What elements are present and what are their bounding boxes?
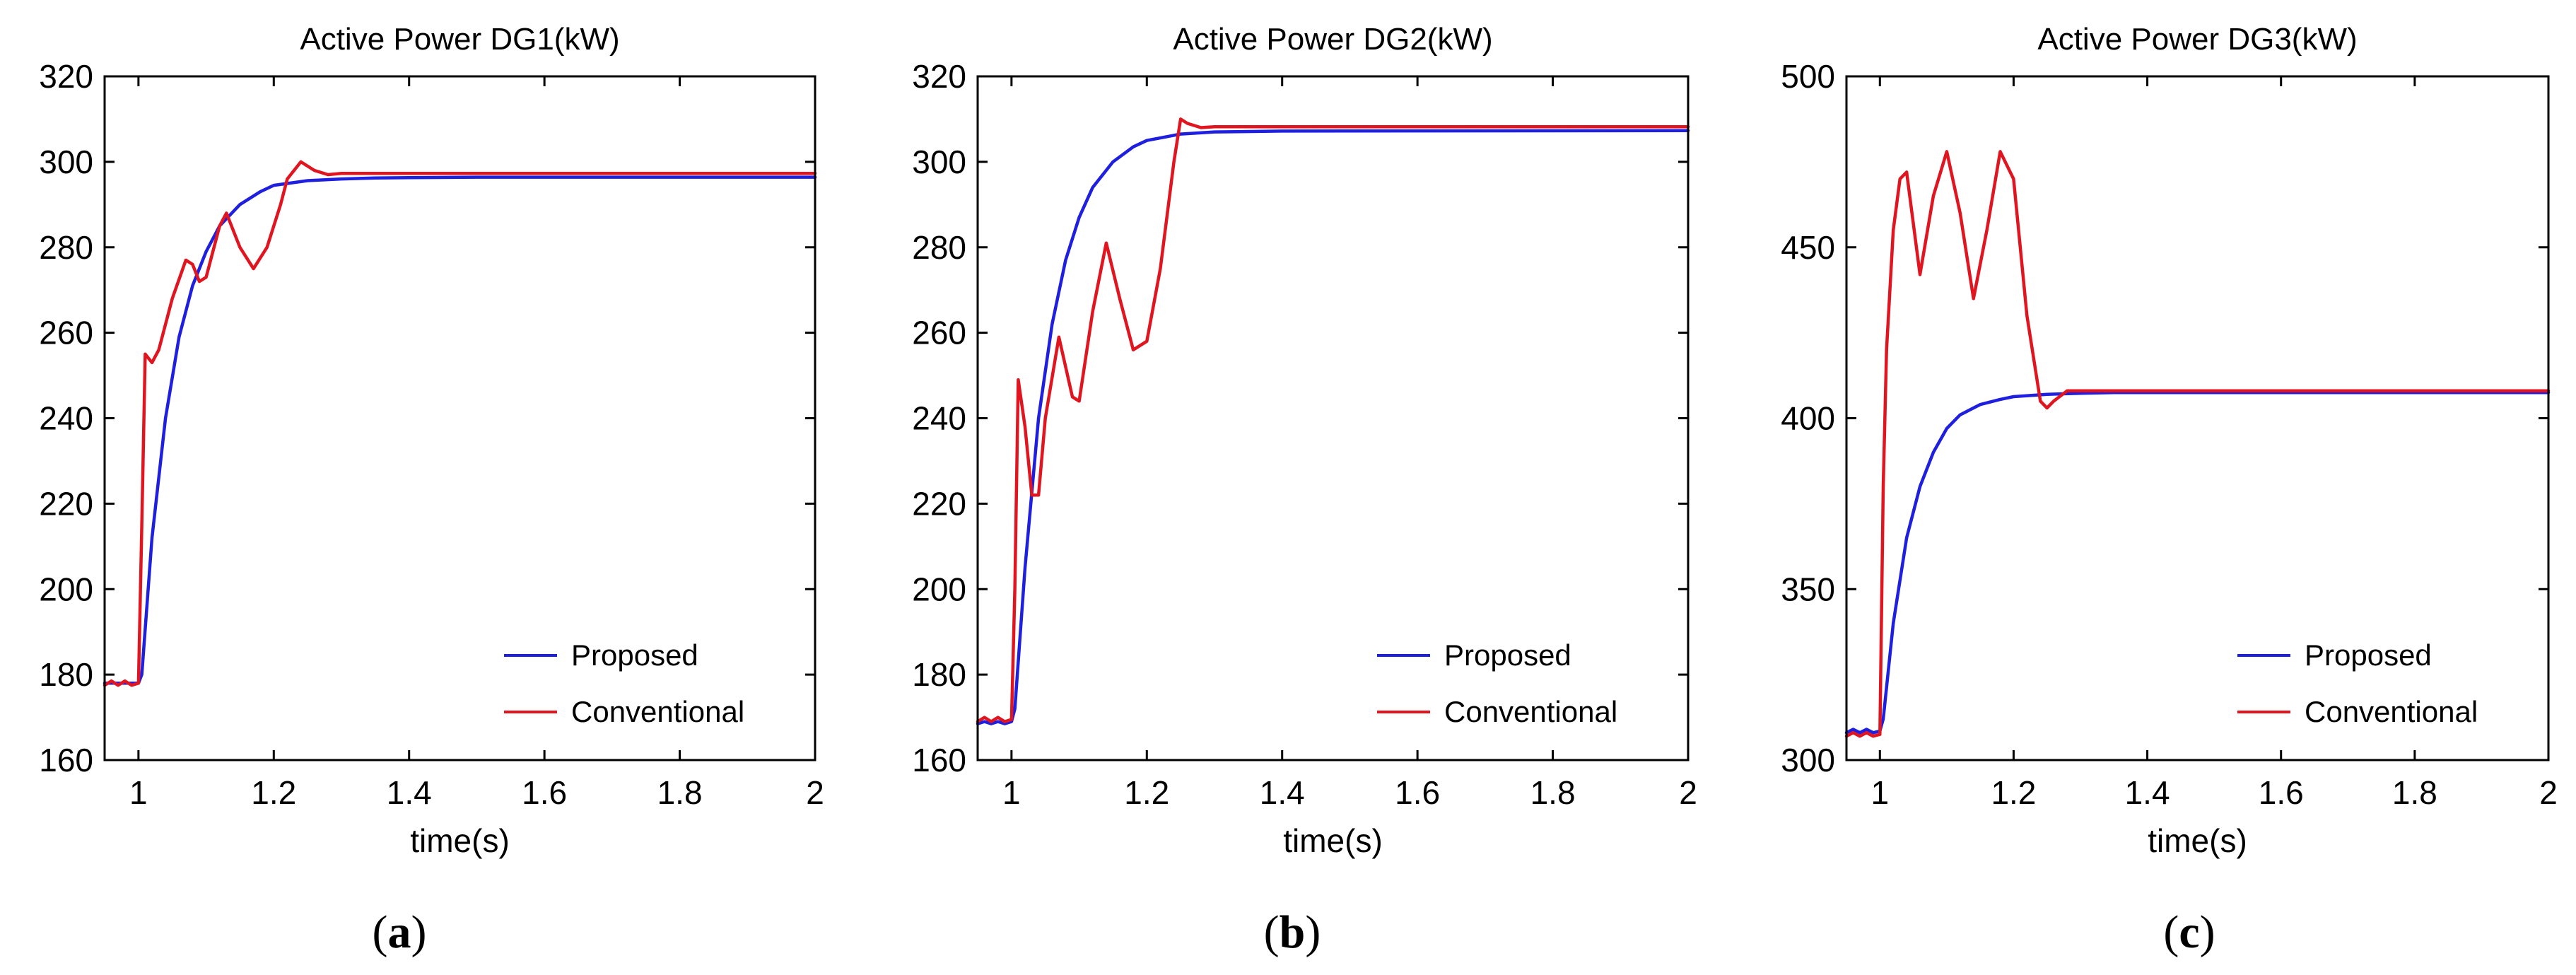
y-tick-label: 180 [39,656,93,693]
x-tick-label: 1 [1870,774,1889,811]
legend-label-conventional: Conventional [2305,695,2478,728]
chart-title: Active Power DG1(kW) [300,22,619,57]
series-line-proposed [976,129,1690,725]
chart-panel-1: Active Power DG1(kW) 1 1.2 1.4 1.6 1.8 2 160 180… [39,22,824,958]
x-tick-label: 1.4 [2125,774,2170,811]
x-axis-label: time(s) [2148,822,2247,859]
subfigure-label-open: ( [373,906,388,958]
legend-label-proposed: Proposed [2305,638,2432,672]
series-lines [1844,150,2551,738]
chart-title: Active Power DG3(kW) [2037,22,2357,57]
y-tick-label: 240 [39,400,93,437]
x-tick-label: 1.6 [522,774,567,811]
subfigure-label-open: ( [1264,906,1280,958]
x-tick-label: 1.4 [387,774,432,811]
subfigure-label: (c) [2163,906,2215,958]
y-tick-label: 280 [39,229,93,266]
y-tick-label: 180 [912,656,966,693]
y-tick-label: 260 [39,315,93,351]
chart-panel-3: Active Power DG3(kW) 1 1.2 1.4 1.6 1.8 2 300 350… [1781,22,2558,958]
x-tick-label: 1 [129,774,148,811]
x-tick-label: 1.8 [1530,774,1576,811]
legend-label-conventional: Conventional [571,695,744,728]
y-tick-label: 200 [912,571,966,607]
legend-label-conventional: Conventional [1444,695,1617,728]
x-axis-label: time(s) [1283,822,1383,859]
x-tick-label: 2 [2539,774,2558,811]
series-line-conventional [1844,150,2551,738]
y-tick-label: 500 [1781,58,1835,95]
y-tick-label: 220 [39,485,93,522]
y-tick-label: 320 [39,58,93,95]
chart-title: Active Power DG2(kW) [1173,22,1492,57]
y-tick-label: 350 [1781,571,1835,607]
y-tick-label: 220 [912,485,966,522]
y-tick-label: 280 [912,229,966,266]
subfigure-label-letter: c [2179,906,2199,958]
subfigure-label: (a) [373,906,427,958]
subfigure-label-open: ( [2163,906,2179,958]
y-tick-label: 320 [912,58,966,95]
y-tick-label: 260 [912,315,966,351]
x-tick-label: 1 [1002,774,1021,811]
y-tick-label: 300 [912,144,966,180]
x-tick-label: 1.8 [2392,774,2437,811]
y-tick-label: 160 [912,742,966,778]
series-line-conventional [976,117,1690,723]
y-tick-label: 160 [39,742,93,778]
subfigure-label-close: ) [2200,906,2215,958]
x-tick-label: 1.6 [1395,774,1440,811]
series-line-conventional [103,160,817,687]
x-tick-label: 1.2 [1991,774,2036,811]
x-tick-label: 2 [1679,774,1697,811]
subfigure-label-letter: b [1280,906,1306,958]
legend: Proposed Conventional [2237,638,2478,728]
x-tick-label: 1.2 [251,774,296,811]
chart-panel-2: Active Power DG2(kW) 1 1.2 1.4 1.6 1.8 2 160 180… [912,22,1697,958]
y-tick-label: 240 [912,400,966,437]
x-tick-label: 1.6 [2259,774,2304,811]
subfigure-label: (b) [1264,906,1321,958]
x-tick-label: 1.2 [1124,774,1169,811]
legend-label-proposed: Proposed [571,638,698,672]
y-tick-label: 450 [1781,229,1835,266]
legend-label-proposed: Proposed [1444,638,1571,672]
x-tick-label: 2 [806,774,824,811]
legend: Proposed Conventional [1377,638,1617,728]
subfigure-label-letter: a [388,906,411,958]
series-lines [103,160,817,687]
x-tick-label: 1.4 [1260,774,1305,811]
y-tick-label: 400 [1781,400,1835,437]
y-tick-label: 200 [39,571,93,607]
y-tick-label: 300 [39,144,93,180]
legend: Proposed Conventional [504,638,744,728]
series-line-proposed [1844,390,2551,735]
x-tick-label: 1.8 [657,774,703,811]
x-axis-label: time(s) [410,822,510,859]
subfigure-label-close: ) [411,906,427,958]
series-lines [976,117,1690,725]
y-tick-label: 300 [1781,742,1835,778]
subfigure-label-close: ) [1305,906,1321,958]
